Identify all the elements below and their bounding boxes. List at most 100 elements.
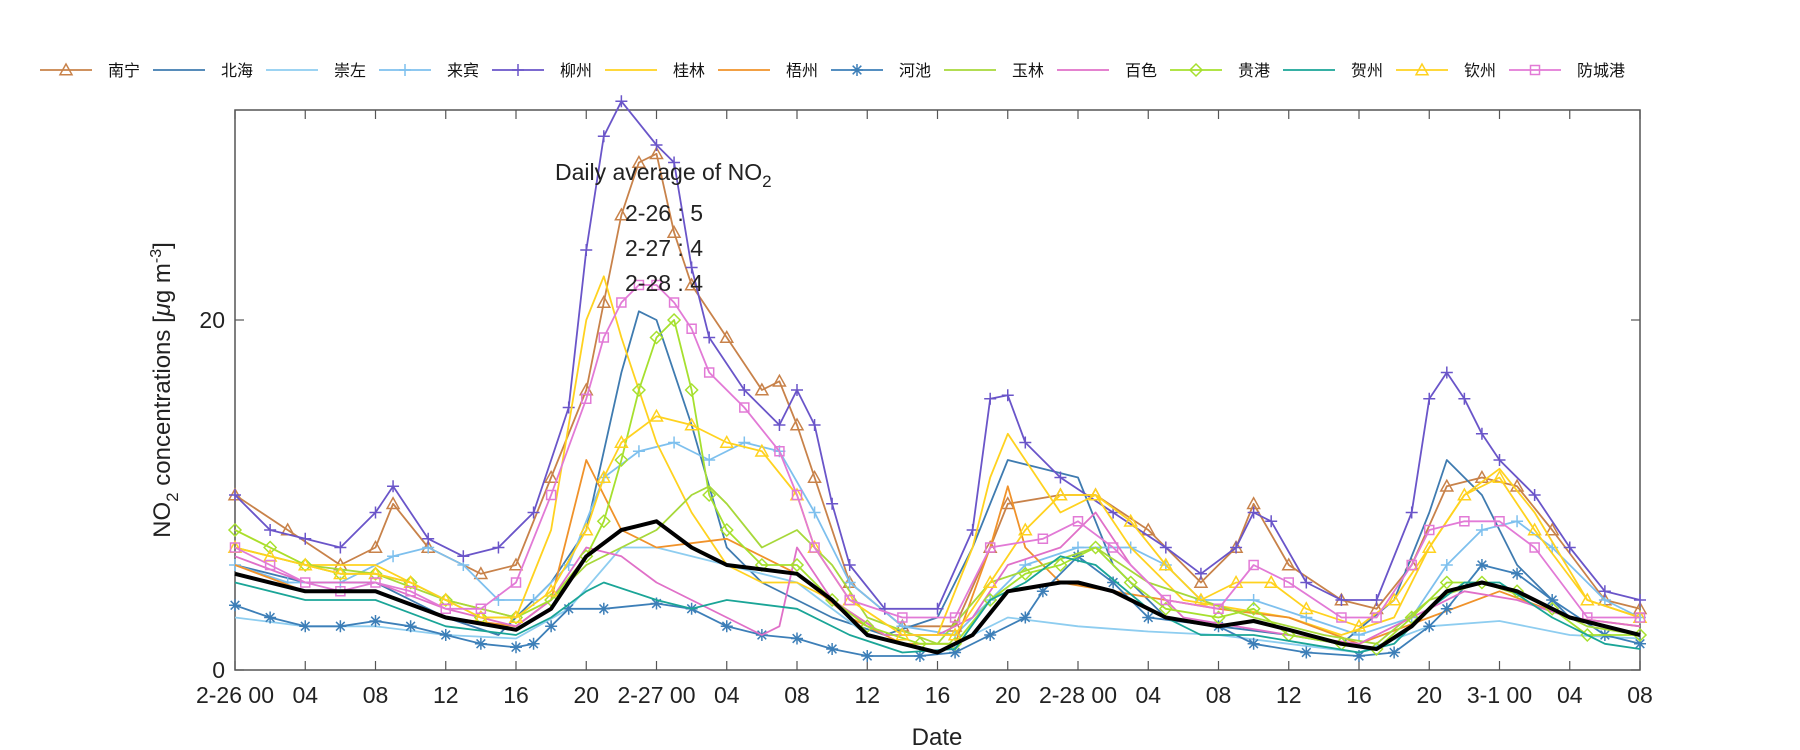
data-point [543, 583, 559, 597]
data-point [545, 489, 557, 501]
data-point [1529, 542, 1540, 553]
x-tick-label: 08 [1627, 682, 1653, 708]
series-0 [227, 146, 1648, 632]
data-point [649, 408, 664, 422]
data-point [404, 620, 417, 633]
data-point [297, 557, 313, 571]
data-point [754, 443, 770, 457]
data-point [439, 629, 452, 641]
legend-label: 贵港 [1238, 61, 1270, 80]
data-point [684, 277, 699, 291]
legend-label: 钦州 [1464, 61, 1496, 80]
data-point [1072, 516, 1084, 527]
legend-marker [399, 64, 411, 76]
legend-label: 南宁 [108, 61, 140, 80]
data-point [774, 446, 785, 457]
data-point [1193, 592, 1209, 606]
data-point [1475, 559, 1488, 571]
x-tick-label: 20 [573, 682, 599, 708]
x-tick-label: 04 [1135, 682, 1161, 708]
data-point [844, 594, 855, 606]
data-point [1423, 392, 1436, 405]
data-point [897, 612, 908, 623]
data-point [1107, 542, 1119, 553]
x-tick-label: 12 [854, 682, 880, 708]
data-point [1459, 516, 1470, 527]
data-point [598, 332, 610, 343]
data-point [1370, 594, 1383, 606]
data-point [581, 393, 592, 404]
legend-label: 防城港 [1577, 61, 1625, 80]
data-point [264, 559, 276, 571]
data-point [229, 542, 241, 553]
data-point [405, 586, 416, 597]
data-point [596, 514, 611, 529]
legend-label: 柳州 [560, 61, 592, 80]
data-point [931, 602, 944, 615]
series-line [234, 555, 1641, 657]
data-point [1493, 454, 1506, 466]
data-point [1475, 524, 1488, 536]
series-4 [229, 95, 1646, 615]
annotation-line-3: 2-28 : 4 [625, 270, 703, 296]
data-point [631, 154, 647, 169]
series-layer [227, 95, 1648, 662]
y-label-unit: g m [149, 263, 176, 303]
x-tick-label: 16 [925, 682, 951, 708]
data-point [719, 329, 735, 344]
legend-marker [58, 62, 74, 76]
data-point [1440, 602, 1453, 615]
data-point [1405, 506, 1418, 519]
data-point [597, 130, 610, 143]
data-point [1421, 539, 1437, 554]
data-point [982, 574, 998, 589]
data-point [1300, 646, 1313, 659]
data-point [633, 279, 645, 291]
series-line [234, 284, 1640, 619]
data-point [369, 615, 382, 627]
data-point [616, 297, 627, 308]
data-point [1036, 585, 1049, 598]
series-line [234, 152, 1641, 628]
data-point [1563, 541, 1576, 554]
data-point [1634, 594, 1646, 606]
data-point [1019, 611, 1032, 624]
data-point [1158, 557, 1174, 571]
data-point [596, 294, 612, 309]
data-point [403, 575, 418, 590]
data-point [1475, 427, 1488, 440]
data-point [473, 566, 489, 580]
data-point [580, 244, 593, 256]
data-point [984, 629, 997, 641]
data-point [720, 620, 733, 633]
data-point [650, 139, 663, 151]
legend-marker [1529, 64, 1541, 76]
data-point [684, 417, 699, 431]
data-point [1000, 496, 1016, 510]
data-point [650, 597, 663, 610]
data-point [1160, 594, 1172, 606]
data-point [475, 603, 487, 614]
data-point [387, 550, 400, 563]
legend: 南宁 北海 崇左 来宾 柳州 桂林 梧州 河池 玉林 百色 贵港 贺州 钦州 防城港 [40, 61, 1625, 80]
data-point [1246, 601, 1261, 616]
legend-item: 河池 [831, 61, 931, 80]
data-point [1511, 567, 1524, 580]
data-point [1299, 601, 1314, 615]
data-point [826, 497, 839, 510]
data-point [1054, 471, 1067, 484]
data-point [826, 643, 839, 655]
data-point [1458, 392, 1471, 405]
y-label-sup: -3 [148, 249, 165, 263]
data-point [229, 599, 241, 612]
data-point [738, 384, 751, 396]
data-point [510, 577, 522, 588]
data-point [685, 261, 698, 274]
data-point [1107, 576, 1120, 589]
data-point [1544, 522, 1560, 536]
x-tick-label: 16 [1346, 682, 1372, 708]
x-tick-label: 3-1 00 [1467, 682, 1532, 708]
data-point [1406, 559, 1417, 571]
data-point [1474, 575, 1489, 590]
